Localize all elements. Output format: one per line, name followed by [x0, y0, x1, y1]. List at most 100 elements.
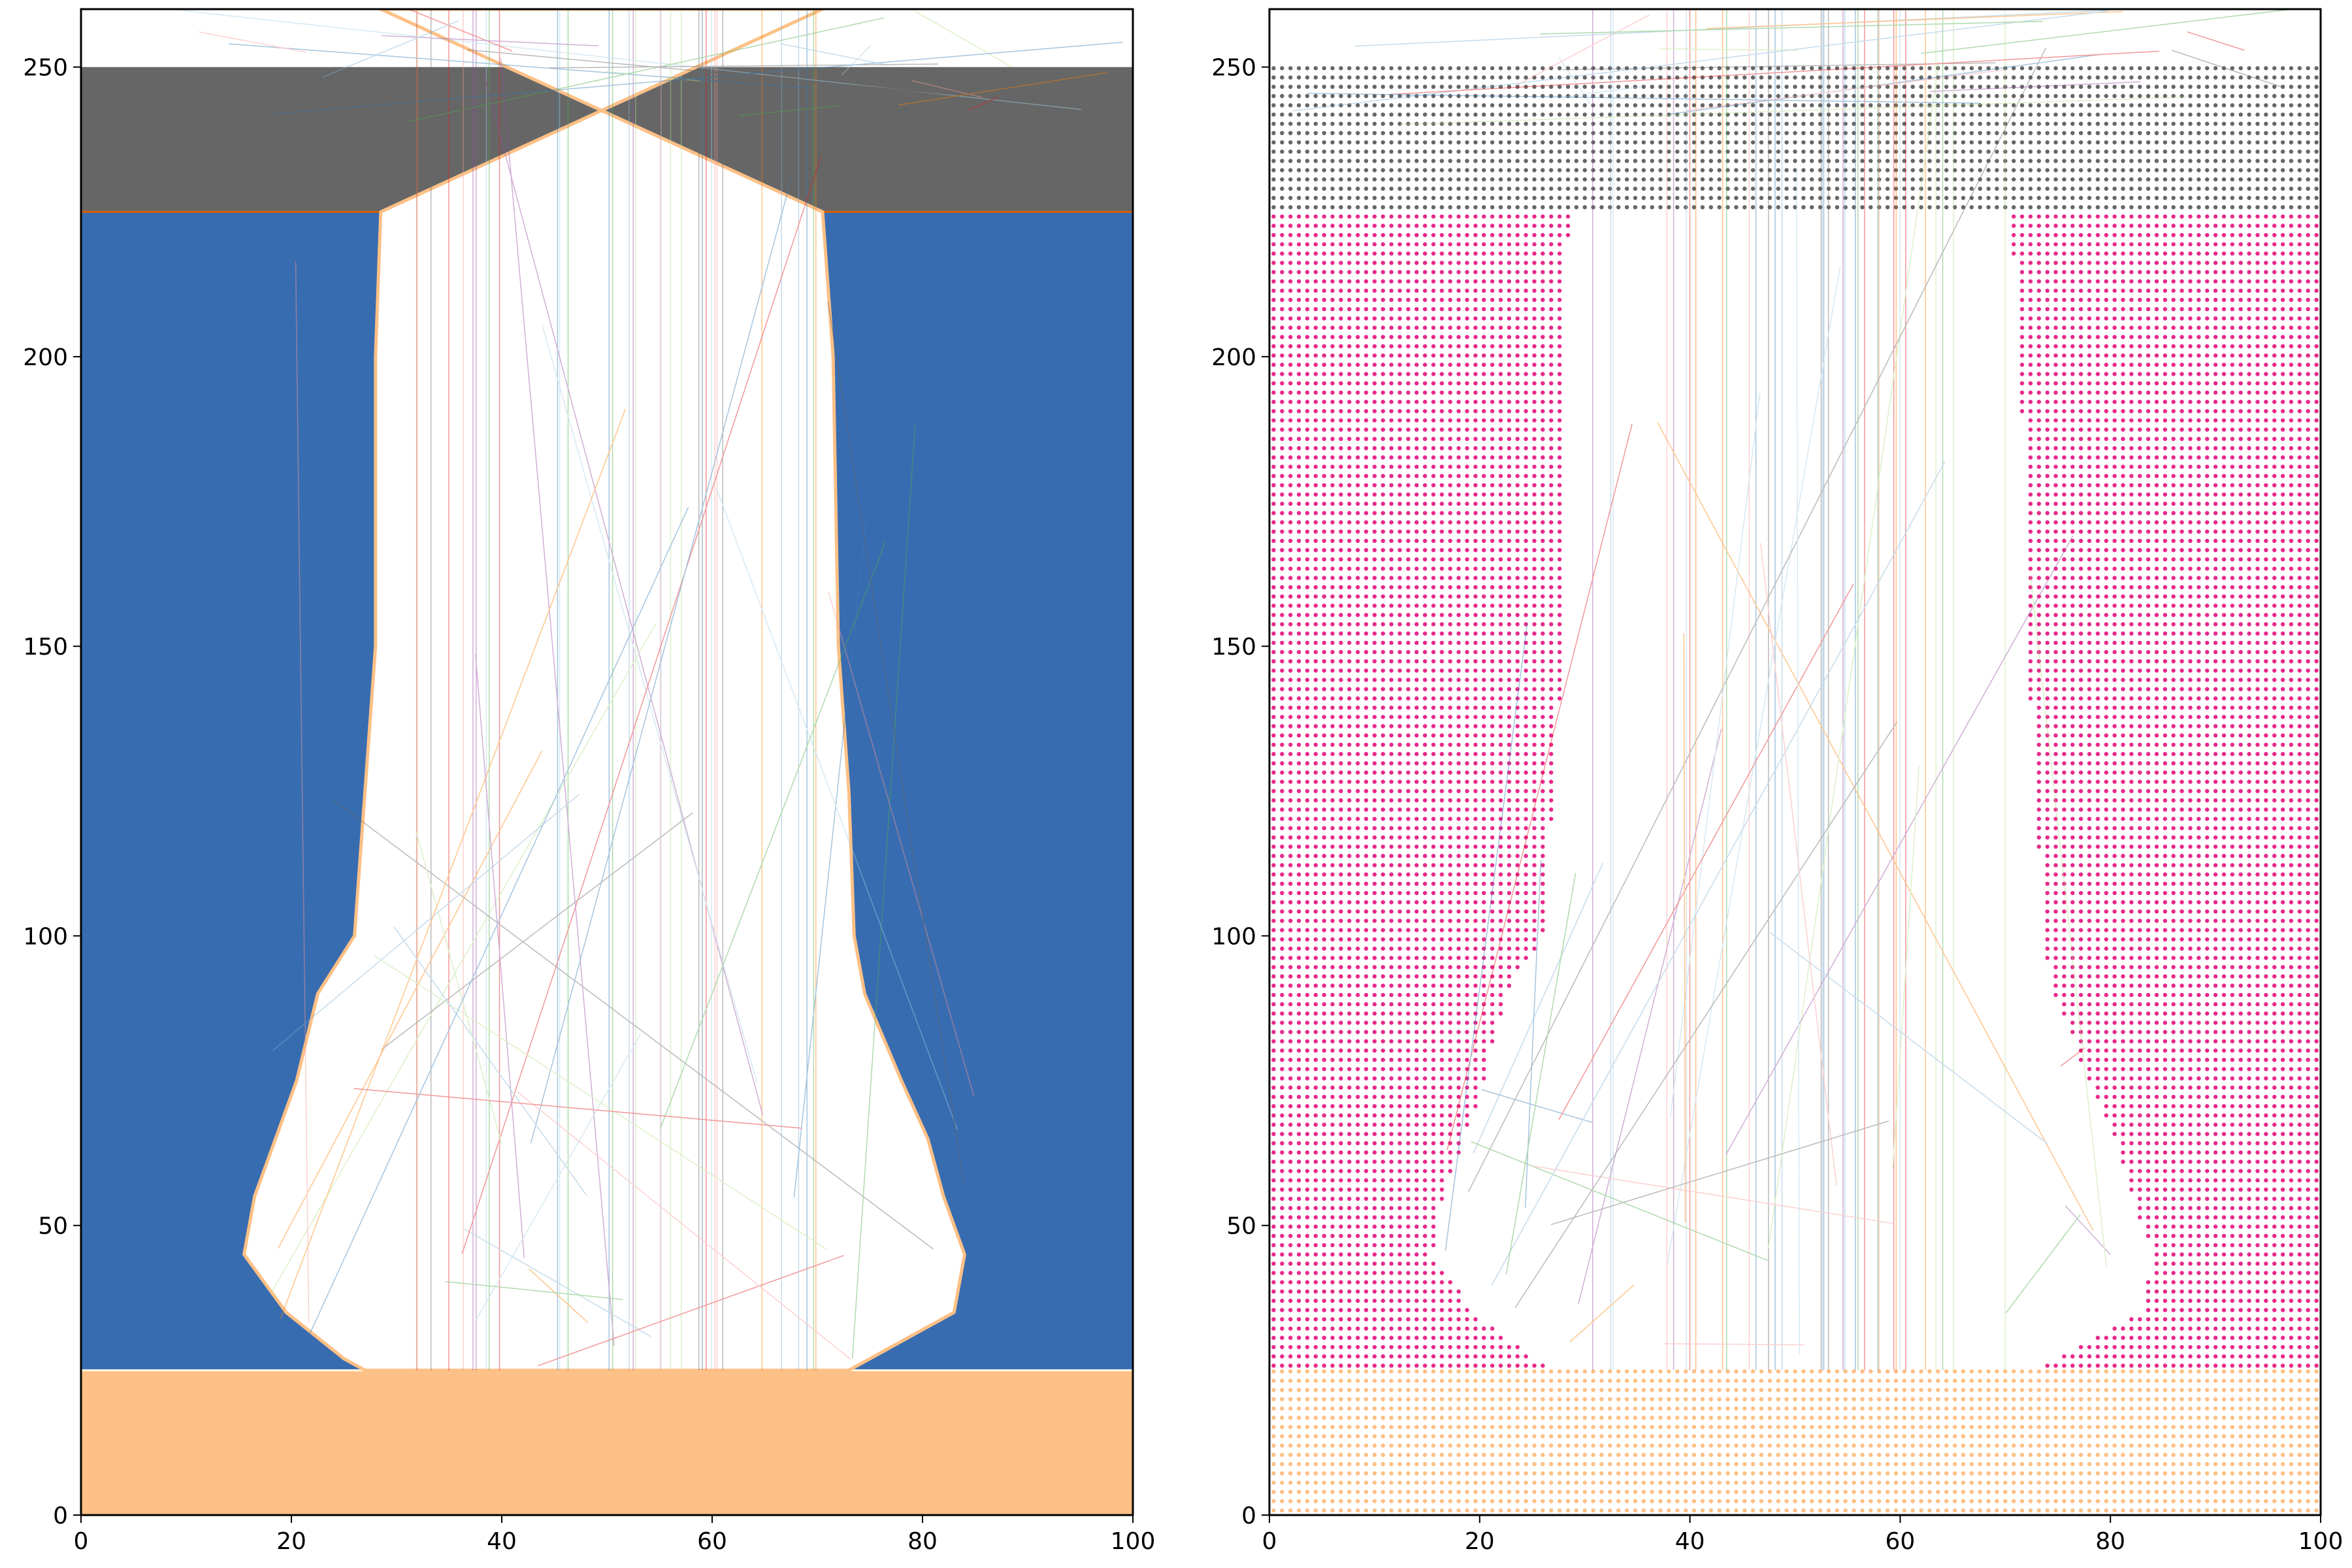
scatter-point — [1313, 1094, 1318, 1100]
scatter-point — [2272, 1011, 2277, 1016]
scatter-point — [2264, 890, 2268, 896]
scatter-point — [1280, 1160, 1284, 1164]
scatter-point — [1356, 974, 1360, 979]
scatter-point — [1322, 1178, 1326, 1183]
scatter-point — [1322, 103, 1326, 108]
scatter-point — [2163, 1141, 2168, 1146]
scatter-point — [1280, 1067, 1284, 1071]
scatter-point — [2221, 909, 2227, 914]
scatter-point — [2129, 1048, 2134, 1053]
scatter-point — [2297, 1326, 2302, 1331]
scatter-point — [1801, 66, 1806, 71]
scatter-point — [1759, 66, 1764, 71]
scatter-point — [2230, 946, 2234, 951]
scatter-point — [1448, 149, 1452, 154]
scatter-point — [1372, 956, 1377, 960]
scatter-point — [1826, 168, 1831, 172]
scatter-point — [2045, 195, 2050, 201]
scatter-point — [2154, 881, 2159, 886]
scatter-point — [1700, 149, 1705, 154]
scatter-point — [1624, 66, 1629, 71]
scatter-point — [2112, 1085, 2117, 1090]
scatter-point — [1422, 177, 1428, 182]
scatter-point — [2272, 195, 2277, 201]
scatter-point — [2221, 1094, 2227, 1100]
scatter-point — [1389, 909, 1394, 914]
scatter-point — [2255, 1169, 2260, 1173]
scatter-point — [2264, 946, 2268, 951]
scatter-point — [1431, 1141, 1436, 1146]
scatter-point — [1305, 1298, 1310, 1303]
scatter-point — [2104, 946, 2108, 951]
scatter-point — [1515, 140, 1520, 145]
scatter-point — [1801, 168, 1806, 172]
scatter-point — [1524, 168, 1528, 172]
scatter-point — [1356, 75, 1360, 80]
scatter-point — [1288, 112, 1293, 117]
layer-band-2 — [81, 1370, 1133, 1515]
scatter-point — [2238, 1048, 2243, 1053]
scatter-point — [1313, 872, 1318, 877]
scatter-point — [2238, 881, 2243, 886]
scatter-point — [1339, 1067, 1343, 1071]
scatter-point — [2314, 956, 2319, 960]
scatter-point — [2205, 1196, 2210, 1201]
scatter-point — [2062, 974, 2066, 979]
scatter-point — [1784, 112, 1789, 117]
scatter-point — [1952, 186, 1957, 191]
scatter-point — [1490, 1354, 1495, 1359]
scatter-point — [1372, 946, 1377, 951]
scatter-point — [1995, 84, 1999, 89]
scatter-point — [2197, 1252, 2201, 1257]
scatter-point — [1347, 1252, 1352, 1257]
scatter-point — [2238, 1113, 2243, 1118]
scatter-point — [1288, 946, 1293, 951]
scatter-point — [2112, 84, 2117, 89]
scatter-point — [2264, 103, 2268, 108]
scatter-point — [1893, 93, 1899, 99]
scatter-point — [1313, 919, 1318, 923]
scatter-point — [1313, 112, 1318, 117]
scatter-point — [2272, 75, 2277, 80]
scatter-point — [1280, 1058, 1284, 1062]
scatter-point — [1372, 1103, 1377, 1109]
scatter-point — [2163, 1011, 2168, 1016]
scatter-point — [2264, 1085, 2268, 1090]
scatter-point — [1473, 1103, 1478, 1109]
scatter-point — [2289, 1021, 2294, 1025]
scatter-point — [1305, 195, 1310, 201]
scatter-point — [2280, 149, 2285, 154]
scatter-point — [1708, 186, 1713, 191]
scatter-point — [2087, 881, 2092, 886]
scatter-point — [2028, 168, 2033, 172]
scatter-point — [1356, 1113, 1360, 1118]
scatter-point — [1288, 1187, 1293, 1192]
scatter-point — [1431, 84, 1436, 89]
scatter-point — [1288, 872, 1293, 877]
scatter-point — [2163, 159, 2168, 163]
scatter-point — [1465, 1122, 1469, 1127]
scatter-point — [1490, 1011, 1495, 1016]
scatter-point — [1305, 881, 1310, 886]
scatter-point — [1810, 122, 1814, 126]
scatter-point — [1759, 93, 1764, 99]
scatter-point — [2197, 1308, 2201, 1313]
scatter-point — [2255, 75, 2260, 80]
scatter-point — [2314, 1011, 2319, 1016]
scatter-point — [1490, 159, 1495, 163]
scatter-point — [1456, 93, 1461, 99]
scatter-point — [1591, 186, 1595, 191]
scatter-point — [1465, 1364, 1469, 1368]
scatter-point — [2180, 168, 2184, 172]
scatter-point — [1490, 890, 1495, 896]
scatter-point — [1431, 881, 1436, 886]
scatter-point — [1271, 186, 1276, 191]
scatter-point — [2154, 1021, 2159, 1025]
scatter-point — [2280, 909, 2285, 914]
scatter-point — [1305, 1021, 1310, 1025]
scatter-point — [2180, 1178, 2184, 1183]
scatter-point — [2104, 93, 2108, 99]
scatter-point — [1877, 159, 1882, 163]
scatter-point — [1288, 1030, 1293, 1034]
scatter-point — [1339, 1178, 1343, 1183]
